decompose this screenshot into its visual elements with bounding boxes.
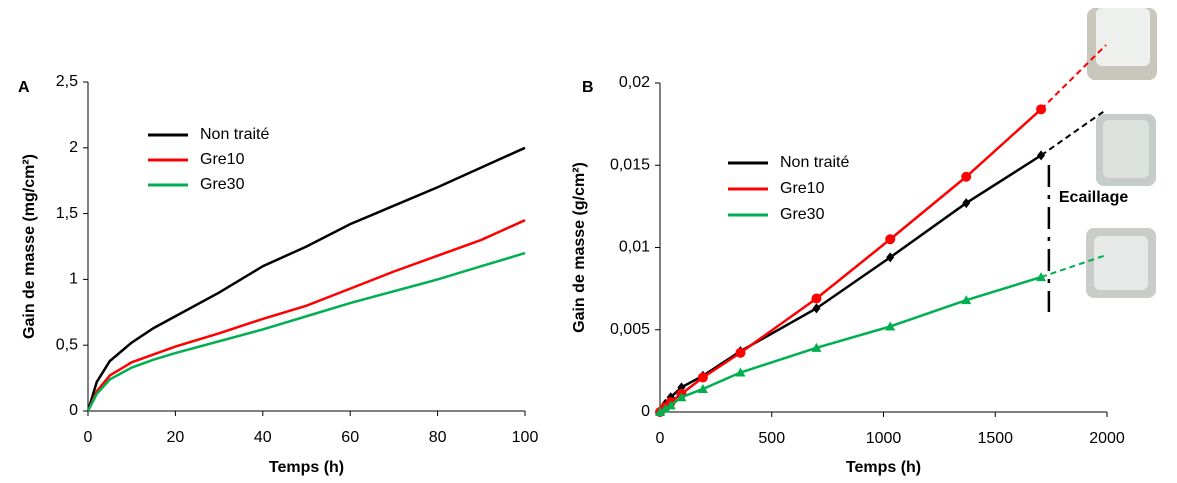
x-tick-label: 0 bbox=[656, 430, 665, 447]
marker bbox=[812, 303, 821, 314]
x-tick-label: 1500 bbox=[977, 430, 1013, 447]
panel-label: A bbox=[18, 79, 30, 96]
y-tick-label: 0,02 bbox=[619, 74, 650, 91]
marker bbox=[697, 383, 708, 393]
y-tick-label: 1 bbox=[69, 271, 78, 288]
photo-detail bbox=[1103, 120, 1149, 178]
y-tick-label: 0,5 bbox=[56, 336, 78, 353]
series-line bbox=[86, 219, 526, 412]
marker bbox=[886, 252, 895, 263]
marker bbox=[1036, 104, 1047, 115]
y-tick-label: 2 bbox=[69, 139, 78, 156]
marker bbox=[735, 367, 746, 377]
y-tick-label: 2,5 bbox=[56, 73, 78, 90]
marker bbox=[1036, 272, 1047, 282]
x-tick-label: 80 bbox=[429, 429, 447, 446]
series-line bbox=[658, 154, 1042, 413]
legend-label: Gre10 bbox=[780, 180, 825, 197]
legend-label: Non traité bbox=[780, 154, 849, 171]
marker bbox=[660, 403, 671, 413]
y-tick-label: 0 bbox=[69, 402, 78, 419]
marker bbox=[735, 347, 746, 358]
extrapolation bbox=[1040, 254, 1107, 279]
x-axis-label: Temps (h) bbox=[269, 459, 344, 476]
marker bbox=[961, 295, 972, 305]
marker bbox=[811, 293, 822, 304]
y-tick-label: 0,01 bbox=[619, 239, 650, 256]
legend-label: Non traité bbox=[200, 126, 269, 143]
y-axis-label: Gain de masse (mg/cm²) bbox=[21, 154, 38, 339]
series-line bbox=[86, 251, 526, 412]
y-tick-label: 1,5 bbox=[56, 205, 78, 222]
annotation-text: Ecaillage bbox=[1059, 189, 1128, 206]
marker bbox=[885, 321, 896, 331]
x-axis-label: Temps (h) bbox=[846, 459, 921, 476]
marker bbox=[885, 234, 896, 245]
marker bbox=[655, 407, 665, 416]
y-tick-label: 0,005 bbox=[610, 321, 650, 338]
series-line bbox=[659, 108, 1042, 413]
x-tick-label: 40 bbox=[254, 429, 272, 446]
marker bbox=[811, 342, 822, 352]
x-tick-label: 20 bbox=[167, 429, 185, 446]
y-tick-label: 0 bbox=[641, 403, 650, 420]
marker bbox=[1037, 150, 1046, 161]
marker bbox=[961, 171, 972, 182]
y-axis-label: Gain de masse (g/cm²) bbox=[571, 162, 588, 333]
marker bbox=[697, 372, 708, 383]
x-tick-label: 2000 bbox=[1089, 430, 1125, 447]
x-tick-label: 60 bbox=[341, 429, 359, 446]
photo-detail bbox=[1096, 8, 1150, 66]
panel-label: B bbox=[582, 79, 594, 96]
extrapolation bbox=[1040, 44, 1107, 111]
series-line bbox=[659, 275, 1042, 414]
legend-label: Gre30 bbox=[780, 206, 825, 223]
x-tick-label: 1000 bbox=[866, 430, 902, 447]
y-tick-label: 0,015 bbox=[610, 156, 650, 173]
marker bbox=[676, 392, 687, 402]
extrapolation bbox=[1040, 109, 1107, 157]
x-tick-label: 100 bbox=[512, 429, 539, 446]
legend-label: Gre10 bbox=[200, 151, 245, 168]
series-line bbox=[86, 146, 526, 412]
marker bbox=[665, 400, 676, 410]
x-tick-label: 500 bbox=[758, 430, 785, 447]
legend-label: Gre30 bbox=[200, 176, 245, 193]
x-tick-label: 0 bbox=[84, 429, 93, 446]
marker bbox=[962, 198, 971, 209]
photo-detail bbox=[1094, 236, 1148, 290]
